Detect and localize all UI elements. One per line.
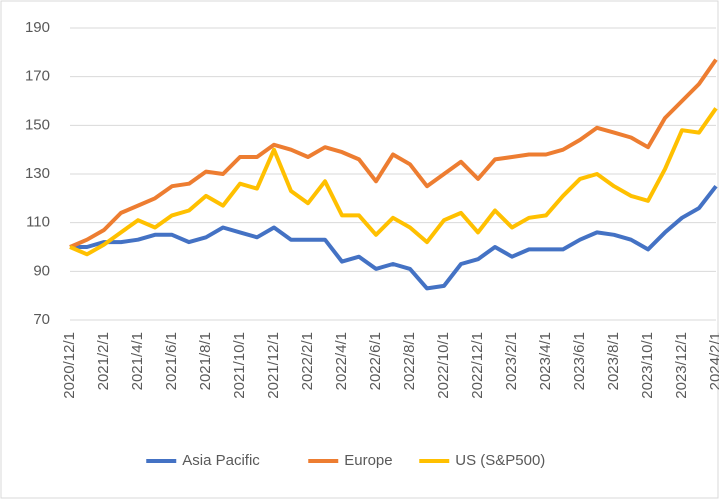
x-tick-label: 2022/6/1: [367, 332, 384, 390]
y-tick-label: 190: [25, 19, 50, 36]
x-tick-label: 2021/10/1: [231, 332, 248, 399]
y-tick-label: 70: [33, 311, 50, 328]
x-tick-label: 2022/12/1: [469, 332, 486, 399]
x-tick-label: 2021/6/1: [163, 332, 180, 390]
y-tick-label: 90: [33, 262, 50, 279]
legend-label: Asia Pacific: [182, 452, 260, 469]
x-tick-label: 2021/4/1: [129, 332, 146, 390]
x-tick-label: 2023/8/1: [605, 332, 622, 390]
y-tick-label: 110: [26, 214, 50, 231]
legend-label: Europe: [344, 452, 392, 469]
x-tick-label: 2023/6/1: [571, 332, 588, 390]
x-tick-label: 2024/2/1: [707, 332, 719, 390]
x-tick-label: 2021/2/1: [95, 332, 112, 390]
series-line: [69, 107, 718, 257]
x-tick-label: 2022/2/1: [299, 332, 316, 390]
x-tick-label: 2023/2/1: [503, 332, 520, 390]
x-tick-label: 2022/8/1: [401, 332, 418, 390]
x-tick-label: 2023/12/1: [673, 332, 690, 399]
y-tick-label: 170: [25, 68, 50, 85]
x-tick-label: 2022/4/1: [333, 332, 350, 390]
x-tick-label: 2021/8/1: [197, 332, 214, 390]
legend-label: US (S&P500): [455, 452, 545, 469]
y-tick-label: 150: [25, 116, 50, 133]
y-tick-label: 130: [25, 165, 50, 182]
x-tick-label: 2023/4/1: [537, 332, 554, 390]
x-tick-label: 2021/12/1: [265, 332, 282, 399]
series-line: [70, 184, 718, 291]
x-tick-label: 2023/10/1: [639, 332, 656, 399]
series-line: [69, 58, 718, 249]
x-tick-label: 2022/10/1: [435, 332, 452, 399]
x-tick-label: 2020/12/1: [61, 332, 78, 399]
